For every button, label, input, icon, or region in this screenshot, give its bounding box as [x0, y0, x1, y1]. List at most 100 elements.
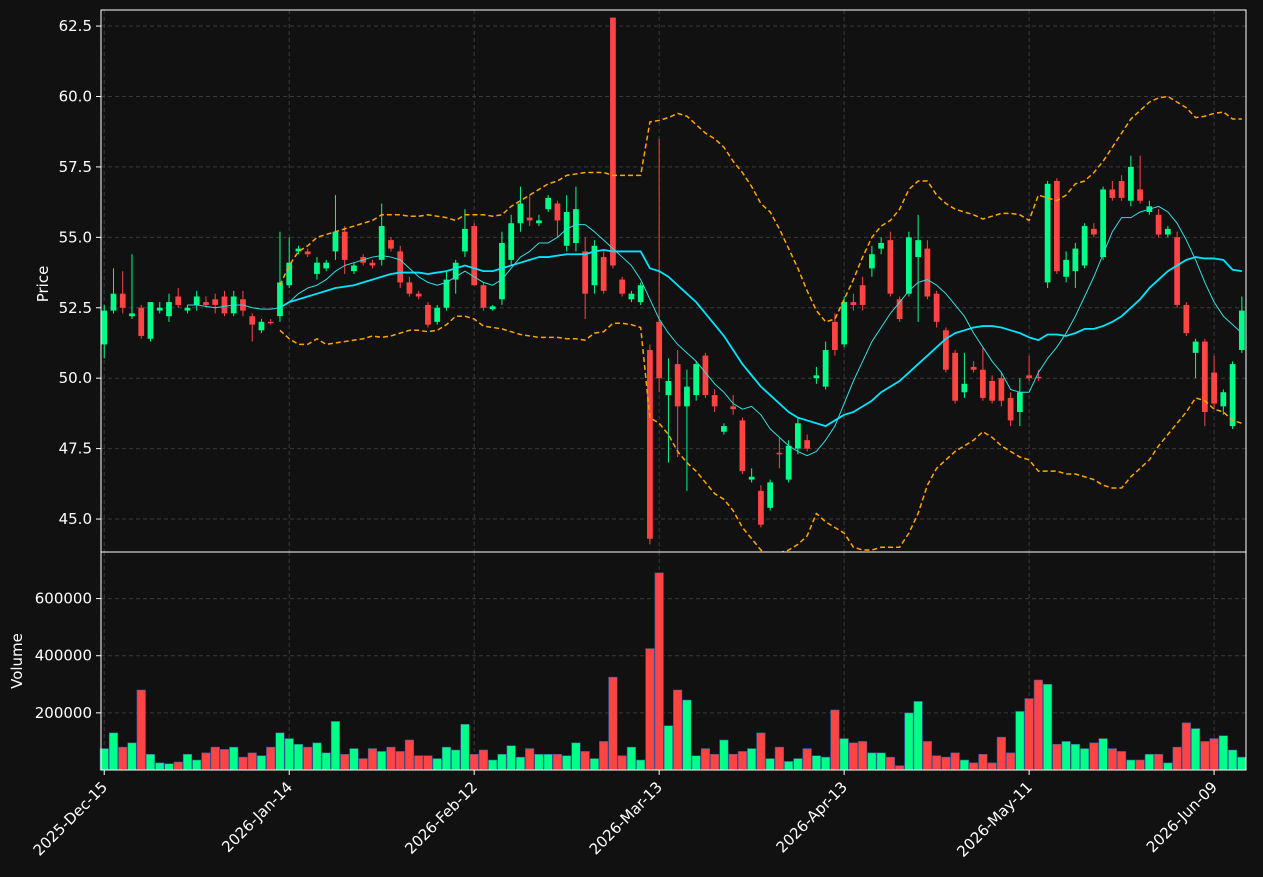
- volume-bar: [589, 758, 599, 771]
- volume-bar: [460, 723, 470, 771]
- volume-bar: [728, 753, 738, 771]
- candle-body: [1035, 376, 1042, 379]
- candle-body: [295, 248, 302, 252]
- y-tick-label: 55.0: [59, 228, 92, 246]
- volume-bar: [1126, 759, 1136, 771]
- volume-bar: [1154, 753, 1164, 771]
- volume-bar: [395, 751, 405, 771]
- volume-bar: [885, 756, 895, 771]
- volume-bar: [210, 746, 220, 771]
- candle-body: [591, 245, 598, 286]
- candle-body: [434, 307, 441, 322]
- candle-body: [517, 203, 524, 224]
- candle-body: [1211, 372, 1217, 404]
- volume-bar: [219, 749, 230, 771]
- volume-bar: [932, 755, 942, 771]
- volume-bar: [284, 738, 294, 771]
- y-axis-label: Price: [34, 266, 52, 303]
- candle-body: [267, 321, 274, 324]
- candle-body: [869, 254, 875, 269]
- price-plot: [101, 17, 1245, 552]
- volume-bar: [950, 752, 960, 771]
- volume-bar: [1200, 741, 1210, 771]
- candle-body: [286, 262, 293, 286]
- candle-body: [600, 257, 607, 291]
- volume-bar: [1033, 679, 1043, 771]
- candle-body: [212, 299, 219, 305]
- candle-body: [193, 296, 200, 305]
- candle-body: [369, 262, 376, 266]
- y2-tick-label: 200000: [35, 704, 92, 722]
- volume-bar: [321, 752, 331, 771]
- candle-body: [304, 251, 311, 255]
- candle-body: [573, 209, 579, 243]
- candle-body: [1100, 189, 1106, 258]
- volume-bar: [1117, 751, 1127, 771]
- volume-bar: [1052, 743, 1062, 771]
- volume-bar: [451, 749, 461, 771]
- candle-body: [499, 242, 505, 300]
- volume-bar: [478, 749, 488, 771]
- volume-bar: [247, 752, 257, 771]
- candle-body: [1118, 180, 1125, 198]
- candle-body: [989, 381, 995, 401]
- candle-body: [147, 302, 154, 339]
- candle-body: [1017, 392, 1023, 412]
- volume-bar: [1191, 728, 1201, 771]
- candle-body: [1053, 180, 1060, 272]
- candle-body: [397, 251, 404, 283]
- candle-body: [443, 279, 450, 308]
- volume-bar: [978, 753, 988, 771]
- candle-body: [1127, 166, 1134, 201]
- candle-body: [1081, 226, 1088, 266]
- volume-bar: [1098, 738, 1108, 771]
- volume-bar: [108, 732, 119, 771]
- candle-body: [619, 279, 626, 294]
- volume-bar: [155, 762, 165, 771]
- candle-body: [277, 282, 283, 317]
- candle-body: [702, 355, 709, 396]
- volume-bar: [441, 746, 451, 771]
- volume-bar: [941, 756, 951, 771]
- candle-body: [462, 228, 468, 252]
- volume-bar: [525, 748, 535, 771]
- volume-bar: [543, 753, 553, 771]
- candle-body: [906, 237, 912, 294]
- volume-bar: [534, 753, 544, 771]
- candle-body: [952, 352, 958, 401]
- y2-tick-label: 400000: [35, 647, 92, 665]
- volume-bar: [599, 741, 609, 771]
- candle-body: [785, 445, 792, 480]
- candle-body: [1192, 341, 1199, 353]
- volume-bar: [367, 748, 378, 771]
- candle-body: [850, 302, 857, 305]
- candle-body: [406, 282, 413, 294]
- volume-bar: [1144, 753, 1154, 771]
- volume-bar: [876, 752, 886, 771]
- candle-body: [536, 220, 542, 224]
- volume-bar: [303, 746, 313, 771]
- volume-bar: [756, 732, 766, 771]
- volume-bar: [1015, 711, 1025, 771]
- candle-body: [767, 482, 774, 508]
- volume-bar: [747, 748, 757, 771]
- volume-bar: [358, 758, 368, 771]
- volume-bar: [469, 753, 479, 771]
- y-tick-label: 47.5: [59, 440, 92, 458]
- volume-bar: [552, 753, 562, 771]
- candle-body: [1044, 183, 1051, 283]
- candle-body: [915, 240, 921, 258]
- candle-body: [887, 240, 894, 294]
- candle-body: [980, 369, 986, 398]
- candle-body: [175, 296, 182, 305]
- candle-body: [1201, 341, 1208, 412]
- candle-body: [896, 299, 903, 320]
- candle-body: [332, 231, 339, 252]
- volume-bar: [710, 753, 720, 771]
- candle-body: [758, 490, 764, 525]
- volume-bar: [959, 759, 969, 771]
- volume-bar: [904, 712, 914, 771]
- candle-body: [776, 452, 783, 455]
- volume-bar: [229, 746, 239, 771]
- volume-bar: [488, 759, 498, 771]
